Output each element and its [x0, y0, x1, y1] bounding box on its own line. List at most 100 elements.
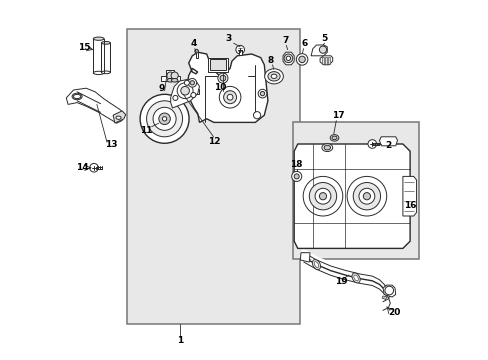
Circle shape	[184, 80, 189, 85]
Circle shape	[223, 91, 236, 104]
Ellipse shape	[314, 262, 318, 267]
Circle shape	[296, 54, 307, 65]
Text: 20: 20	[387, 308, 400, 317]
Circle shape	[153, 107, 176, 130]
Text: 7: 7	[282, 36, 288, 45]
Circle shape	[309, 183, 336, 210]
Circle shape	[172, 95, 178, 100]
Polygon shape	[402, 176, 416, 216]
Polygon shape	[93, 39, 104, 73]
Circle shape	[298, 56, 305, 63]
Ellipse shape	[329, 135, 338, 141]
Text: 12: 12	[207, 137, 220, 146]
Bar	[327, 57, 329, 64]
Bar	[238, 50, 241, 55]
Text: 13: 13	[105, 140, 117, 149]
Bar	[127, 29, 300, 324]
Ellipse shape	[93, 37, 104, 40]
Text: 9: 9	[158, 84, 164, 93]
Text: 19: 19	[334, 277, 346, 286]
Circle shape	[89, 163, 98, 172]
Circle shape	[260, 91, 264, 96]
Circle shape	[363, 193, 370, 200]
Polygon shape	[371, 143, 379, 145]
Circle shape	[284, 54, 292, 63]
Text: 16: 16	[403, 202, 415, 210]
Text: 4: 4	[190, 40, 196, 49]
Text: 8: 8	[267, 56, 273, 65]
Bar	[208, 58, 228, 72]
Polygon shape	[186, 89, 199, 94]
Text: 2: 2	[385, 141, 391, 150]
Ellipse shape	[115, 115, 122, 120]
Polygon shape	[283, 52, 294, 65]
Polygon shape	[310, 45, 326, 56]
Ellipse shape	[73, 94, 81, 99]
Circle shape	[319, 46, 326, 53]
Ellipse shape	[353, 275, 358, 281]
Circle shape	[146, 101, 182, 137]
Circle shape	[346, 176, 386, 216]
Circle shape	[319, 193, 326, 200]
Circle shape	[358, 188, 374, 204]
Polygon shape	[294, 144, 409, 248]
Circle shape	[190, 93, 196, 98]
Circle shape	[166, 72, 174, 79]
Circle shape	[314, 188, 330, 204]
Circle shape	[140, 94, 189, 143]
Ellipse shape	[93, 71, 104, 75]
Polygon shape	[379, 137, 397, 146]
Polygon shape	[66, 88, 123, 123]
Circle shape	[352, 183, 380, 210]
Ellipse shape	[331, 136, 336, 140]
Polygon shape	[101, 43, 110, 72]
Polygon shape	[113, 111, 125, 123]
Circle shape	[218, 73, 227, 83]
Circle shape	[384, 286, 393, 295]
Circle shape	[235, 45, 244, 54]
Ellipse shape	[116, 116, 121, 120]
Circle shape	[190, 81, 194, 85]
Bar	[322, 57, 324, 64]
Circle shape	[194, 49, 198, 53]
Circle shape	[285, 56, 290, 60]
Ellipse shape	[267, 72, 280, 81]
Circle shape	[177, 83, 193, 99]
Text: 18: 18	[290, 160, 303, 169]
Circle shape	[181, 86, 189, 95]
Circle shape	[303, 176, 342, 216]
Polygon shape	[96, 167, 102, 169]
Circle shape	[219, 86, 241, 108]
Text: 10: 10	[213, 83, 226, 92]
Ellipse shape	[270, 74, 276, 78]
Bar	[195, 51, 197, 58]
Polygon shape	[161, 70, 179, 81]
Ellipse shape	[72, 93, 82, 100]
Text: 1: 1	[176, 336, 183, 345]
Ellipse shape	[312, 260, 320, 270]
Circle shape	[162, 117, 166, 121]
Ellipse shape	[171, 78, 178, 82]
Ellipse shape	[167, 78, 173, 82]
Circle shape	[187, 78, 196, 87]
Circle shape	[159, 113, 170, 125]
Circle shape	[291, 171, 301, 181]
Ellipse shape	[101, 71, 110, 74]
Polygon shape	[300, 253, 309, 262]
Circle shape	[227, 94, 232, 100]
Polygon shape	[186, 52, 267, 122]
Text: 14: 14	[76, 163, 89, 172]
Ellipse shape	[101, 41, 110, 44]
Circle shape	[294, 174, 299, 179]
Ellipse shape	[351, 273, 360, 283]
Ellipse shape	[324, 145, 330, 150]
Circle shape	[220, 75, 225, 81]
Text: 6: 6	[301, 40, 307, 49]
Circle shape	[258, 89, 266, 98]
Polygon shape	[170, 79, 199, 108]
Bar	[210, 59, 226, 70]
Polygon shape	[320, 56, 332, 65]
Text: 5: 5	[321, 34, 327, 43]
Ellipse shape	[264, 69, 283, 84]
Polygon shape	[382, 285, 395, 297]
